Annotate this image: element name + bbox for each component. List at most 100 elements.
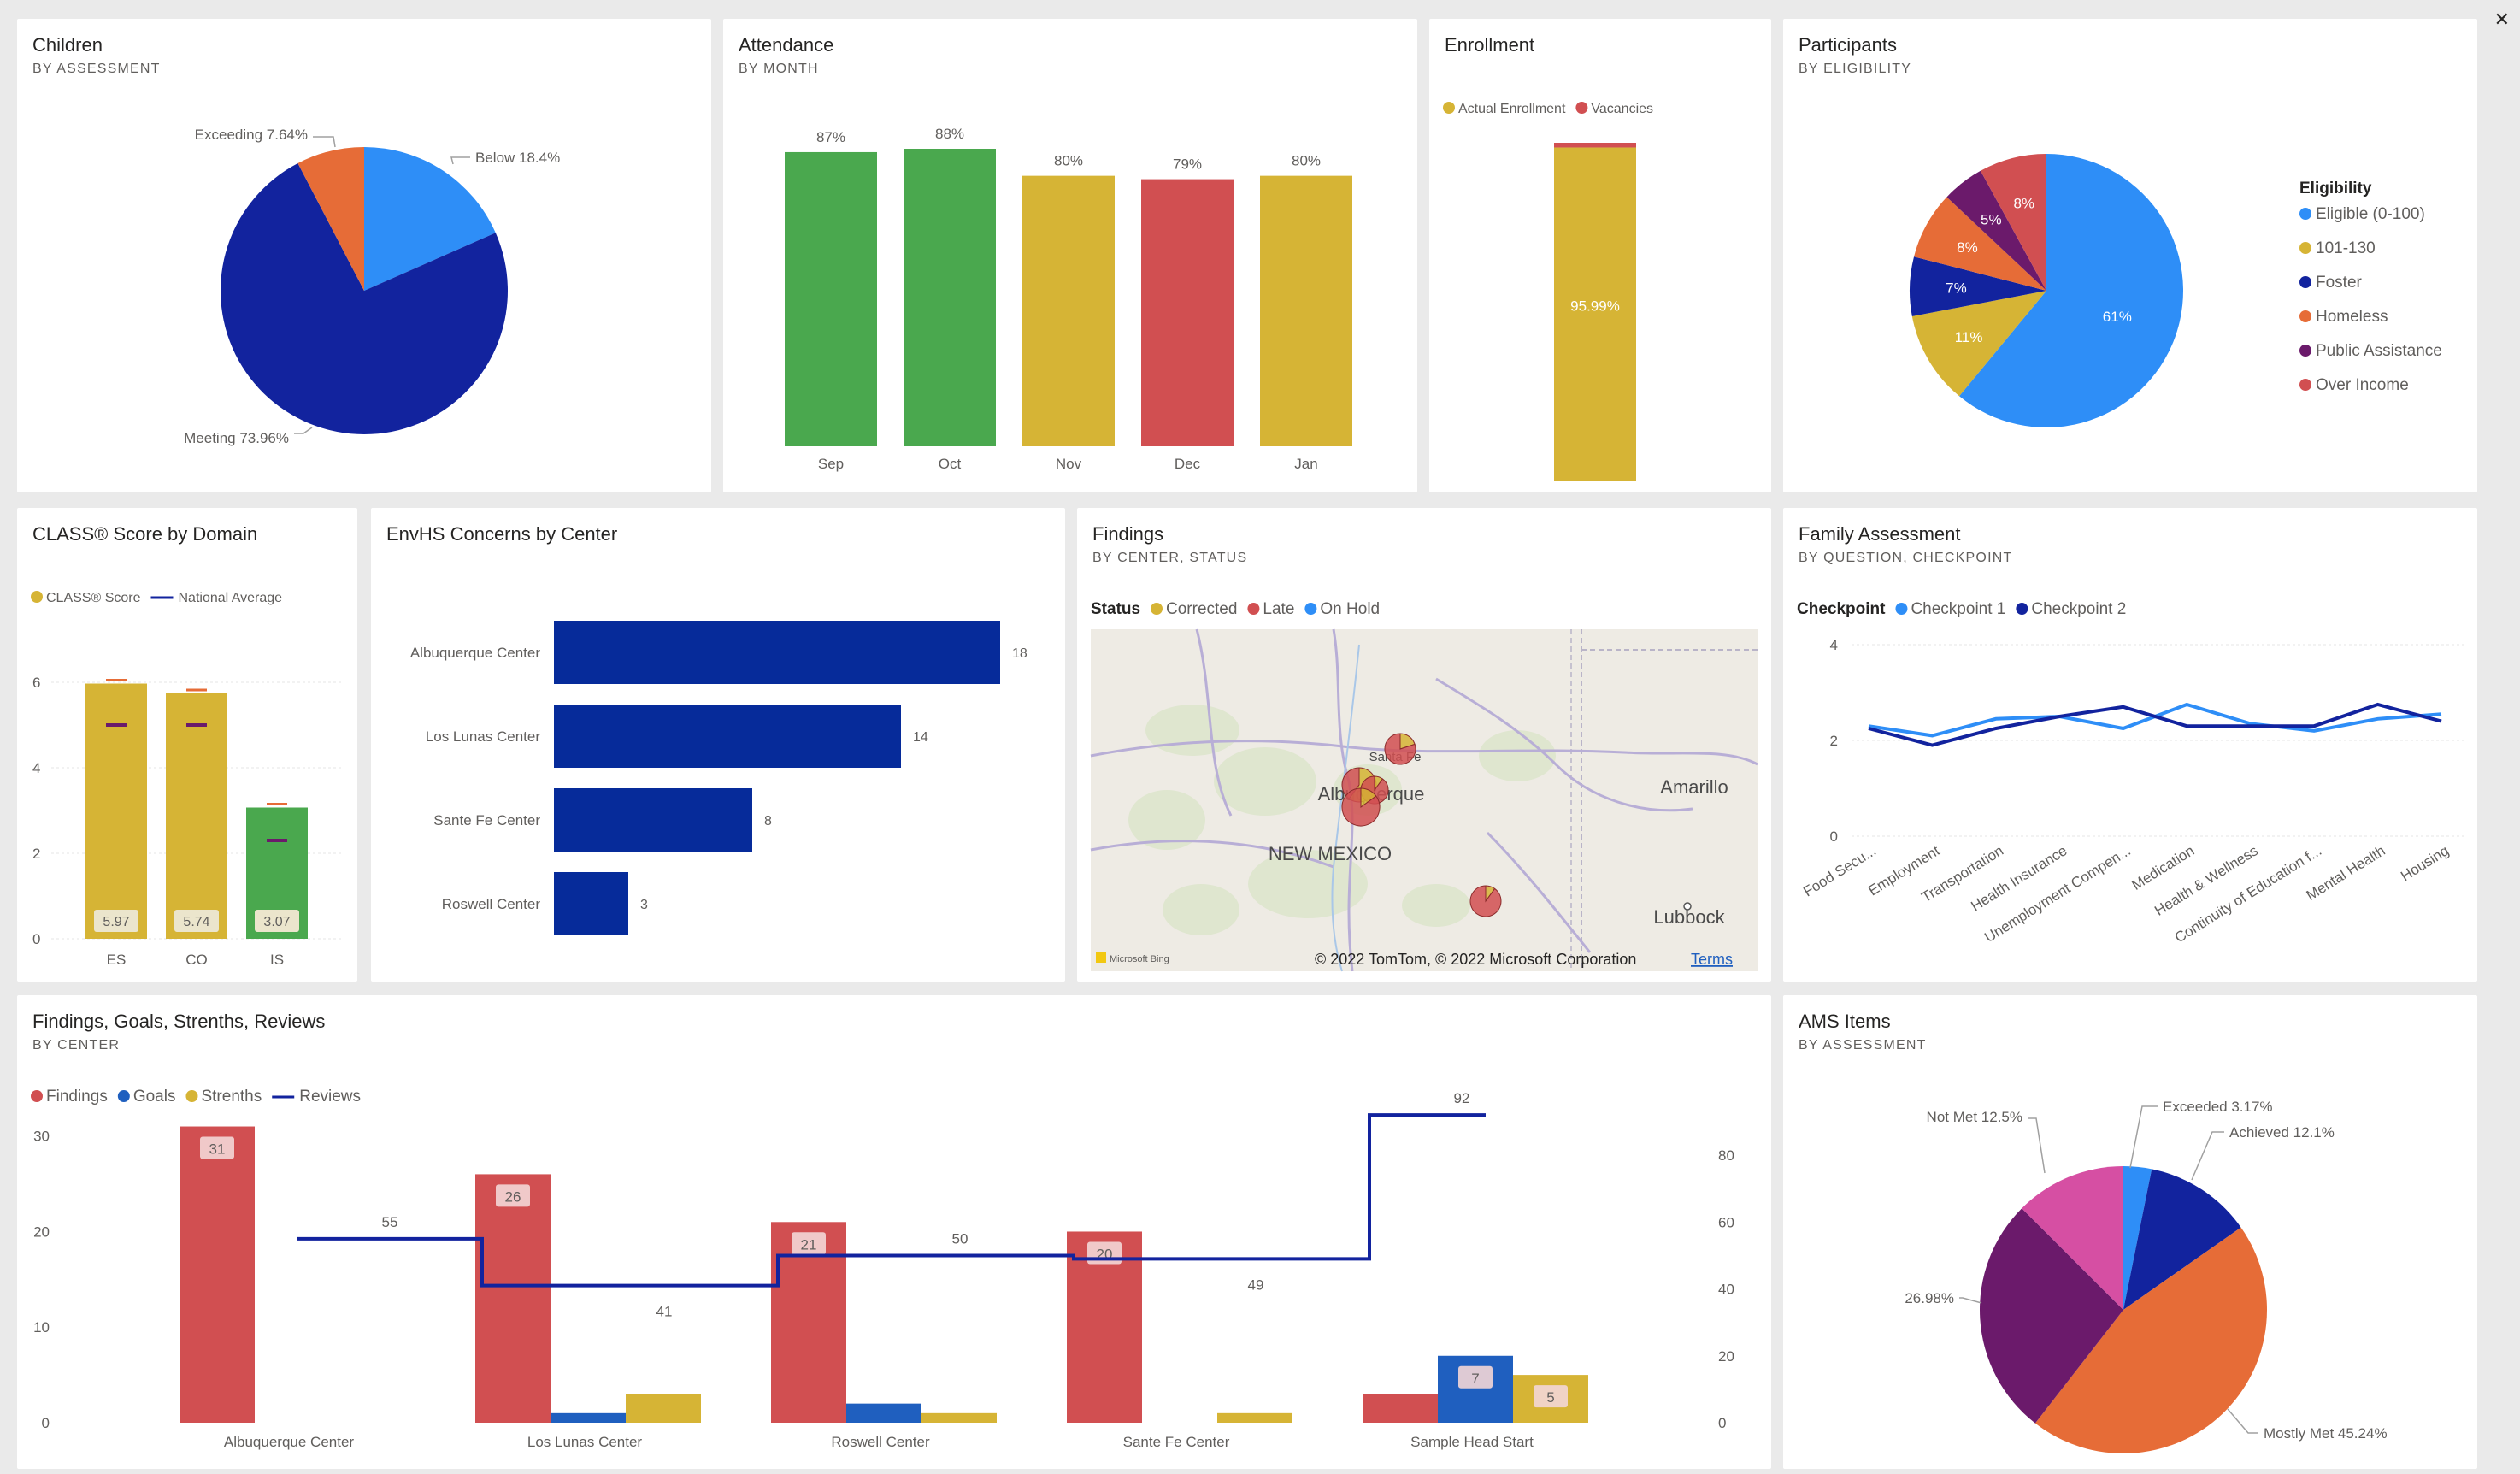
fgsr-reviews-label: 92 bbox=[1454, 1090, 1470, 1106]
tile-children[interactable]: Children BY ASSESSMENT Below 18.4% Meetin… bbox=[17, 19, 711, 492]
map-bubble-slice[interactable] bbox=[1384, 733, 1416, 765]
tile-family-assessment[interactable]: Family Assessment BY QUESTION, CHECKPOIN… bbox=[1783, 508, 2477, 982]
children-slice[interactable] bbox=[221, 162, 508, 434]
map-legend-label[interactable]: Late bbox=[1263, 600, 1294, 618]
map-bubble-slice[interactable] bbox=[1469, 885, 1502, 917]
fgsr-bar[interactable] bbox=[1217, 1412, 1292, 1423]
participants-legend-label[interactable]: Homeless bbox=[2316, 308, 2388, 326]
participants-slice[interactable] bbox=[1911, 291, 2046, 397]
participants-slice[interactable] bbox=[1959, 154, 2183, 427]
participants-legend-label[interactable]: Public Assistance bbox=[2316, 342, 2442, 360]
fgsr-combo-chart[interactable]: Findings Goals Strenths Reviews 0 10 20 30 0 20 40… bbox=[17, 995, 1771, 1469]
fgsr-legend-label[interactable]: Goals bbox=[133, 1088, 176, 1106]
class-bar[interactable] bbox=[85, 683, 147, 940]
class-legend-label[interactable]: National Average bbox=[179, 591, 283, 605]
ams-slice[interactable] bbox=[2123, 1166, 2152, 1310]
participants-slice[interactable] bbox=[1914, 197, 2046, 291]
participants-slice[interactable] bbox=[1980, 154, 2046, 291]
map-legend-label[interactable]: On Hold bbox=[1320, 600, 1380, 618]
participants-legend-label[interactable]: Eligible (0-100) bbox=[2316, 205, 2425, 223]
participants-slice[interactable] bbox=[1946, 170, 2046, 291]
map-road bbox=[1486, 831, 1592, 953]
fgsr-bar[interactable] bbox=[180, 1126, 255, 1423]
attendance-bar[interactable] bbox=[1022, 175, 1115, 447]
enrollment-stacked-bar[interactable]: Actual Enrollment Vacancies 95.99% bbox=[1429, 19, 1771, 492]
map-terrain bbox=[1214, 747, 1316, 816]
class-legend-label[interactable]: CLASS® Score bbox=[46, 591, 141, 605]
attendance-bar[interactable] bbox=[1260, 175, 1352, 447]
tile-participants[interactable]: Participants BY ELIGIBILITY 61% 11% 7% 8% 5%… bbox=[1783, 19, 2477, 492]
map-terrain bbox=[1163, 884, 1239, 935]
fgsr-legend-swatch bbox=[117, 1090, 130, 1102]
fgsr-bar[interactable] bbox=[475, 1174, 551, 1423]
ams-slice[interactable] bbox=[2034, 1227, 2267, 1453]
envhs-bar[interactable] bbox=[554, 705, 901, 768]
attendance-bar[interactable] bbox=[904, 149, 996, 446]
ams-slice[interactable] bbox=[2022, 1166, 2123, 1310]
family-series-line[interactable] bbox=[1868, 702, 2442, 747]
fgsr-reviews-line[interactable] bbox=[297, 1113, 1486, 1288]
fgsr-bar[interactable] bbox=[921, 1412, 997, 1423]
family-legend-swatch bbox=[2016, 603, 2028, 615]
tile-findings-map[interactable]: Findings BY CENTER, STATUS Status Correct… bbox=[1077, 508, 1771, 982]
fgsr-y-tick-right: 0 bbox=[1718, 1415, 1726, 1431]
participants-data-label: 11% bbox=[1955, 329, 1983, 345]
family-legend-label[interactable]: Checkpoint 2 bbox=[2031, 600, 2126, 618]
envhs-bar[interactable] bbox=[554, 872, 628, 935]
tile-title: Findings bbox=[1092, 523, 1164, 545]
tile-class-score[interactable]: CLASS® Score by Domain CLASS® Score Natio… bbox=[17, 508, 357, 982]
tile-ams[interactable]: AMS Items BY ASSESSMENT Exceeded 3.17% Ac… bbox=[1783, 995, 2477, 1469]
family-line-chart[interactable]: Checkpoint Checkpoint 1 Checkpoint 2 0 2 4 Foo… bbox=[1783, 508, 2477, 982]
children-slice[interactable] bbox=[297, 147, 364, 291]
map-terms-link[interactable]: Terms bbox=[1691, 951, 1733, 968]
fgsr-bar[interactable] bbox=[846, 1403, 921, 1423]
participants-slice[interactable] bbox=[1910, 256, 2046, 316]
envhs-bar[interactable] bbox=[554, 788, 752, 852]
map-bubble-slice[interactable] bbox=[1341, 787, 1381, 827]
attendance-bar-chart[interactable]: 87% Sep 88% Oct 80% Nov 79% Dec 80% Jan bbox=[723, 19, 1417, 492]
fgsr-bar[interactable] bbox=[626, 1394, 701, 1423]
tile-attendance[interactable]: Attendance BY MONTH 87% Sep 88% Oct 80% Nov 79… bbox=[723, 19, 1417, 492]
attendance-bar[interactable] bbox=[785, 151, 877, 447]
fgsr-x-label: Sample Head Start bbox=[1410, 1434, 1534, 1450]
envhs-bar-chart[interactable]: Albuquerque Center 18 Los Lunas Center 14 Sa… bbox=[371, 508, 1065, 982]
attendance-bar[interactable] bbox=[1141, 179, 1234, 446]
envhs-y-label: Albuquerque Center bbox=[410, 645, 541, 661]
tile-envhs[interactable]: EnvHS Concerns by Center Albuquerque Cen… bbox=[371, 508, 1065, 982]
enrollment-vacancies-bar[interactable] bbox=[1554, 143, 1636, 148]
children-pie-chart[interactable]: Below 18.4% Meeting 73.96% Exceeding 7.64% bbox=[17, 19, 711, 492]
envhs-bar[interactable] bbox=[554, 621, 1000, 684]
family-series-line[interactable] bbox=[1868, 702, 2442, 738]
fgsr-legend-label[interactable]: Strenths bbox=[201, 1088, 262, 1106]
fgsr-bar[interactable] bbox=[1363, 1394, 1438, 1423]
participants-legend-label[interactable]: Over Income bbox=[2316, 376, 2409, 394]
tile-fgsr[interactable]: Findings, Goals, Strenths, Reviews BY CE… bbox=[17, 995, 1771, 1469]
tile-title: Findings, Goals, Strenths, Reviews bbox=[32, 1011, 326, 1032]
class-bar[interactable] bbox=[166, 693, 227, 939]
enrollment-legend-label[interactable]: Vacancies bbox=[1591, 102, 1653, 116]
fgsr-bar[interactable] bbox=[551, 1412, 626, 1423]
enrollment-legend-label[interactable]: Actual Enrollment bbox=[1458, 102, 1566, 116]
fgsr-legend-label[interactable]: Findings bbox=[46, 1088, 108, 1106]
class-score-bar-chart[interactable]: CLASS® Score National Average 0 2 4 6 5.97 ES 5.… bbox=[17, 508, 357, 982]
family-legend-label[interactable]: Checkpoint 1 bbox=[1911, 600, 2005, 618]
participants-legend-label[interactable]: Foster bbox=[2316, 274, 2363, 292]
fgsr-x-label: Los Lunas Center bbox=[527, 1434, 643, 1450]
ams-slice[interactable] bbox=[1980, 1208, 2123, 1424]
fgsr-bar[interactable] bbox=[1438, 1355, 1513, 1423]
close-icon[interactable]: ✕ bbox=[2494, 9, 2510, 30]
tile-title: CLASS® Score by Domain bbox=[32, 523, 258, 545]
fgsr-legend-label[interactable]: Reviews bbox=[299, 1088, 361, 1106]
enrollment-actual-bar[interactable] bbox=[1554, 147, 1636, 481]
map-legend-label[interactable]: Corrected bbox=[1166, 600, 1237, 618]
envhs-y-label: Roswell Center bbox=[442, 896, 541, 912]
tile-enrollment[interactable]: Enrollment Actual Enrollment Vacancies 95.… bbox=[1429, 19, 1771, 492]
ams-pie-chart[interactable]: Exceeded 3.17% Achieved 12.1% Mostly Met 4… bbox=[1783, 995, 2477, 1469]
map-legend-swatch bbox=[1304, 603, 1317, 615]
participants-legend-label[interactable]: 101-130 bbox=[2316, 239, 2376, 257]
ams-slice[interactable] bbox=[2123, 1169, 2241, 1310]
children-slice[interactable] bbox=[364, 147, 496, 291]
